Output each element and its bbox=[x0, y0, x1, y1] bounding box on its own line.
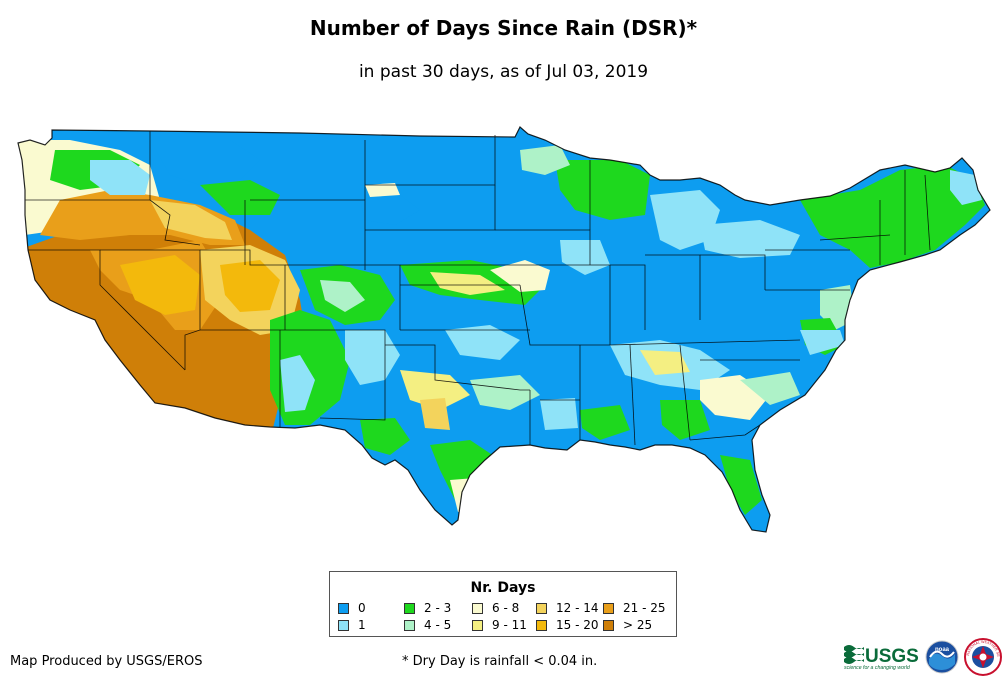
legend-item-8: 21 - 25 bbox=[603, 602, 666, 615]
legend-swatch bbox=[536, 620, 547, 631]
legend-label: 2 - 3 bbox=[424, 601, 452, 615]
legend-label: 15 - 20 bbox=[556, 618, 599, 632]
producer-credit: Map Produced by USGS/EROS bbox=[10, 654, 203, 669]
legend-swatch bbox=[536, 603, 547, 614]
legend-swatch bbox=[603, 603, 614, 614]
legend-title: Nr. Days bbox=[470, 580, 536, 596]
legend-swatch bbox=[472, 620, 483, 631]
usgs-tagline: science for a changing world bbox=[844, 665, 911, 671]
legend-swatch bbox=[404, 603, 415, 614]
legend-item-7: 15 - 20 bbox=[536, 619, 599, 632]
dry-day-footnote: * Dry Day is rainfall < 0.04 in. bbox=[402, 654, 598, 669]
legend-item-5: 9 - 11 bbox=[472, 619, 527, 632]
legend-item-4: 6 - 8 bbox=[472, 602, 519, 615]
map-title: Number of Days Since Rain (DSR)* bbox=[309, 16, 698, 40]
legend-item-2: 2 - 3 bbox=[404, 602, 451, 615]
noaa-wordmark: noaa bbox=[935, 647, 950, 653]
noaa-logo: noaa bbox=[925, 640, 959, 674]
legend-label: 21 - 25 bbox=[623, 601, 666, 615]
nws-logo: NATIONAL WEATHER SERVICE bbox=[964, 638, 1002, 676]
legend-swatch bbox=[472, 603, 483, 614]
legend-item-6: 12 - 14 bbox=[536, 602, 599, 615]
legend-label: 9 - 11 bbox=[492, 618, 527, 632]
legend-swatch bbox=[338, 620, 349, 631]
legend-item-9: > 25 bbox=[603, 619, 652, 632]
legend-item-3: 4 - 5 bbox=[404, 619, 451, 632]
us-dsr-map bbox=[17, 126, 991, 533]
usgs-logo: USGS science for a changing world bbox=[844, 645, 919, 671]
legend-label: 12 - 14 bbox=[556, 601, 599, 615]
legend-item-1: 1 bbox=[338, 619, 366, 632]
usgs-wordmark: USGS bbox=[865, 646, 919, 667]
map-legend: Nr. Days 0 1 2 - 3 4 - 5 6 - 8 9 - 11 12… bbox=[329, 571, 677, 637]
legend-swatch bbox=[603, 620, 614, 631]
legend-item-0: 0 bbox=[338, 602, 366, 615]
legend-label: 0 bbox=[358, 601, 366, 615]
legend-swatch bbox=[404, 620, 415, 631]
map-subtitle: in past 30 days, as of Jul 03, 2019 bbox=[358, 62, 649, 82]
legend-swatch bbox=[338, 603, 349, 614]
legend-label: > 25 bbox=[623, 618, 653, 632]
legend-label: 4 - 5 bbox=[424, 618, 452, 632]
legend-label: 1 bbox=[358, 618, 366, 632]
legend-label: 6 - 8 bbox=[492, 601, 520, 615]
